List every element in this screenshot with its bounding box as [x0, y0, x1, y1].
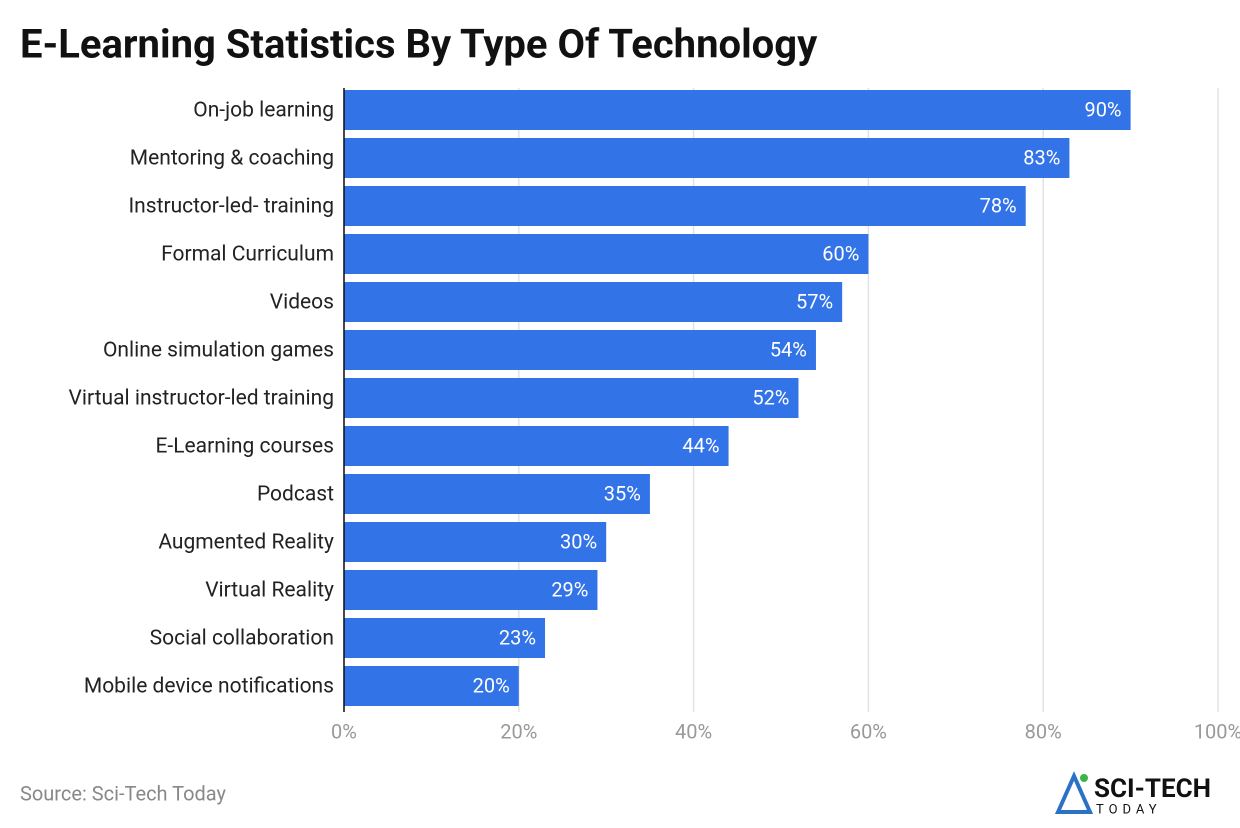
- logo: SCI-TECH TODAY: [1054, 771, 1211, 817]
- bar: [344, 138, 1070, 178]
- bar: [344, 474, 650, 514]
- bar: [344, 186, 1026, 226]
- value-label: 52%: [752, 385, 789, 409]
- value-label: 78%: [980, 193, 1017, 217]
- value-label: 23%: [499, 625, 536, 649]
- bar: [344, 234, 869, 274]
- value-label: 29%: [551, 577, 588, 601]
- bar: [344, 330, 816, 370]
- x-tick-label: 0%: [331, 719, 357, 743]
- logo-name: SCI-TECH: [1094, 774, 1211, 804]
- y-tick-label: Mobile device notifications: [84, 675, 334, 699]
- value-label: 20%: [473, 673, 510, 697]
- y-tick-label: E-Learning courses: [156, 435, 335, 459]
- value-label: 44%: [682, 433, 719, 457]
- value-label: 60%: [822, 241, 859, 265]
- logo-dot: [1080, 774, 1088, 782]
- y-tick-label: Augmented Reality: [158, 531, 334, 555]
- y-tick-label: Instructor-led- training: [128, 195, 334, 219]
- bar: [344, 522, 607, 562]
- logo-icon: [1054, 771, 1094, 814]
- value-label: 57%: [796, 289, 833, 313]
- y-tick-label: Social collaboration: [150, 627, 334, 651]
- x-tick-label: 80%: [1025, 719, 1062, 743]
- bar: [344, 618, 546, 658]
- y-tick-label: Virtual Reality: [205, 579, 334, 603]
- bar: [344, 666, 519, 706]
- y-tick-label: Formal Curriculum: [161, 243, 334, 267]
- y-tick-label: Online simulation games: [103, 339, 334, 363]
- value-label: 90%: [1084, 97, 1121, 121]
- y-tick-label: Videos: [270, 291, 334, 315]
- x-tick-label: 60%: [850, 719, 887, 743]
- y-tick-label: On-job learning: [193, 99, 334, 123]
- bar: [344, 282, 843, 322]
- bar: [344, 378, 799, 418]
- y-tick-label: Podcast: [257, 483, 334, 507]
- source: Source: Sci-Tech Today: [20, 781, 227, 805]
- value-label: 54%: [770, 337, 807, 361]
- bar: [344, 90, 1131, 130]
- x-tick-label: 100%: [1194, 719, 1240, 743]
- chart-title: E-Learning Statistics By Type Of Technol…: [20, 21, 818, 68]
- value-label: 30%: [560, 529, 597, 553]
- x-tick-label: 20%: [500, 719, 537, 743]
- bar: [344, 426, 729, 466]
- x-tick-label: 40%: [675, 719, 712, 743]
- y-tick-label: Mentoring & coaching: [130, 147, 334, 171]
- bar: [344, 570, 598, 610]
- y-tick-label: Virtual instructor-led training: [69, 387, 334, 411]
- value-label: 35%: [604, 481, 641, 505]
- logo-tagline: TODAY: [1096, 802, 1162, 817]
- value-label: 83%: [1023, 145, 1060, 169]
